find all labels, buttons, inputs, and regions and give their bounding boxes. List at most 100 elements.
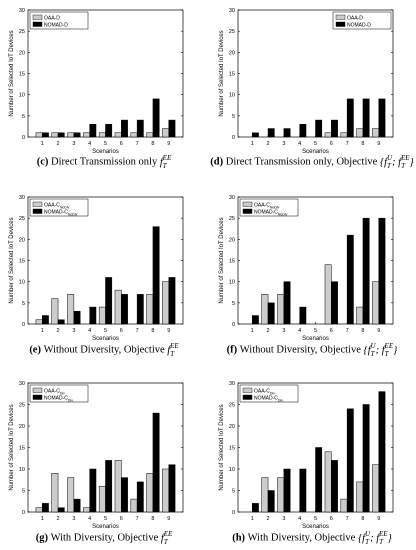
bar — [152, 412, 160, 513]
x-axis-label: Scenarios — [302, 336, 329, 342]
bar — [51, 473, 59, 513]
bar — [251, 503, 259, 513]
caption-5: (g) With Diversity, Objective fTEE — [0, 528, 208, 548]
bar — [41, 315, 49, 325]
bar — [114, 132, 122, 138]
legend-entry: OAA-CNoDiv — [254, 203, 280, 210]
bar — [324, 264, 332, 325]
legend-swatch — [32, 208, 43, 214]
y-tick-label: 20 — [229, 50, 235, 56]
legend-entry: NOMAD-CNoDiv — [254, 210, 288, 217]
y-tick-label: 10 — [19, 93, 25, 99]
bar — [41, 503, 49, 513]
bar — [283, 281, 291, 325]
bar — [372, 128, 380, 138]
bar — [324, 451, 332, 513]
bar — [35, 319, 43, 325]
y-tick-label: 25 — [229, 216, 235, 222]
bar — [251, 315, 259, 325]
y-tick-label: 15 — [229, 72, 235, 78]
bar — [162, 128, 170, 138]
y-tick-label: 30 — [229, 8, 235, 14]
caption-label: (f) — [226, 344, 240, 356]
bar — [362, 217, 370, 325]
y-axis-label: Number of Selected IoT Devices — [219, 30, 225, 116]
bar — [331, 460, 338, 513]
legend-entry: OAA-CDiv — [254, 389, 275, 396]
x-tick-label: 3 — [282, 516, 285, 522]
bar — [67, 294, 75, 325]
bar — [315, 119, 323, 138]
caption-2: (d) Direct Transmission only, Objective … — [208, 152, 416, 172]
x-axis-label: Scenarios — [92, 336, 119, 342]
legend-swatch — [242, 201, 253, 207]
bar — [168, 277, 176, 325]
y-tick-label: 0 — [232, 322, 235, 328]
bar — [105, 124, 113, 138]
chart-panel-1: 0 5 10 15 20 25 30 1 2 3 4 5 6 7 8 9 Scenarios Number of … — [9, 8, 184, 155]
y-tick-label: 5 — [232, 114, 235, 120]
x-tick-label: 1 — [41, 328, 44, 334]
bar — [372, 281, 380, 325]
caption-3: (e) Without Diversity, Objective fTEE — [0, 340, 208, 360]
x-tick-label: 1 — [41, 516, 44, 522]
legend-swatch — [32, 394, 43, 400]
bar — [73, 498, 81, 513]
caption-1: (c) Direct Transmission only fTEE — [0, 152, 208, 172]
y-tick-label: 10 — [229, 467, 235, 473]
y-axis-label: Number of Selected IoT Devices — [9, 30, 15, 116]
y-tick-label: 20 — [19, 424, 25, 430]
x-tick-label: 7 — [136, 141, 139, 147]
legend-entry: NOMAD-CDiv — [44, 396, 73, 403]
x-axis-label: Scenarios — [92, 524, 119, 530]
x-tick-label: 3 — [282, 328, 285, 334]
x-tick-label: 2 — [57, 328, 60, 334]
bar — [121, 477, 128, 513]
bar — [73, 311, 81, 325]
x-tick-label: 4 — [88, 141, 91, 147]
y-tick-label: 0 — [22, 322, 25, 328]
chart-panel-4: 0 5 10 15 20 25 30 1 2 3 4 5 6 7 8 9 Scenarios Number of … — [219, 195, 394, 342]
x-tick-label: 8 — [361, 516, 364, 522]
y-axis-label: Number of Selected IoT Devices — [219, 217, 225, 303]
caption-text: With Diversity, Objective — [50, 532, 161, 544]
x-tick-label: 3 — [72, 516, 75, 522]
legend-swatch — [242, 394, 253, 400]
legend-swatch — [335, 21, 346, 27]
legend-swatch — [32, 387, 43, 393]
x-tick-label: 5 — [104, 516, 107, 522]
bar — [105, 277, 113, 325]
caption-objective: fTEE — [160, 530, 173, 546]
x-tick-label: 5 — [104, 141, 107, 147]
bar — [283, 468, 291, 513]
x-tick-label: 3 — [72, 328, 75, 334]
bar — [356, 306, 364, 325]
bar — [346, 234, 354, 325]
bar — [83, 132, 90, 138]
legend-box — [29, 384, 89, 403]
caption-label: (d) — [210, 156, 226, 168]
bar — [277, 477, 285, 513]
legend-entry: OAA-D — [347, 16, 363, 22]
x-tick-label: 9 — [167, 516, 170, 522]
caption-label: (e) — [29, 344, 44, 356]
bar — [89, 306, 97, 325]
x-tick-label: 4 — [298, 141, 301, 147]
caption-text: Direct Transmission only — [51, 156, 160, 168]
x-tick-label: 2 — [57, 516, 60, 522]
bar — [146, 473, 154, 513]
x-tick-label: 6 — [120, 328, 123, 334]
x-tick-label: 2 — [267, 328, 270, 334]
x-tick-label: 9 — [167, 141, 170, 147]
legend-swatch — [32, 21, 43, 27]
x-tick-label: 5 — [314, 516, 317, 522]
x-tick-label: 8 — [151, 328, 154, 334]
y-tick-label: 0 — [22, 510, 25, 516]
chart-panel-2: 0 5 10 15 20 25 30 1 2 3 4 5 6 7 8 9 Scenarios Number of … — [219, 8, 394, 155]
x-tick-label: 6 — [330, 141, 333, 147]
bar — [340, 498, 348, 513]
y-tick-label: 25 — [19, 216, 25, 222]
